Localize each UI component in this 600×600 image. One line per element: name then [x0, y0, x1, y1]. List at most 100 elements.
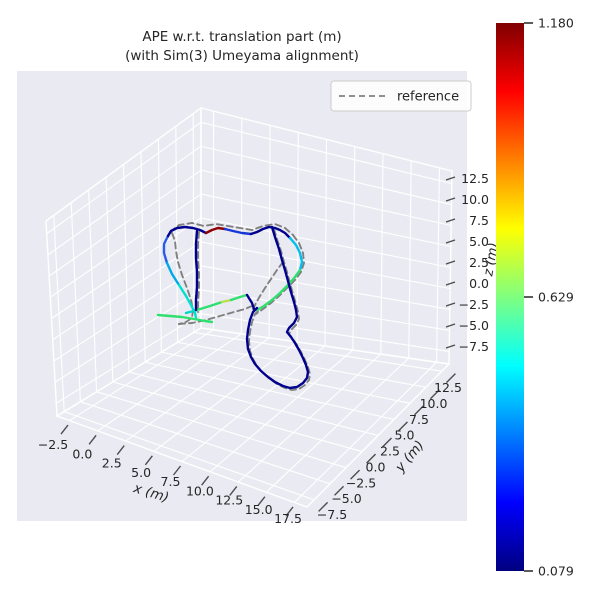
z-tick-label: −5.0 — [459, 318, 489, 333]
grid-line — [193, 331, 442, 372]
z-tick-label: 2.5 — [469, 255, 489, 270]
y-tick-label: 5.0 — [395, 428, 415, 443]
x-tick-label: 17.5 — [274, 511, 302, 526]
z-tick-mark — [445, 344, 456, 349]
grid-lines — [45, 106, 453, 508]
y-tick-label: −7.5 — [317, 507, 347, 522]
grid-line — [96, 391, 347, 469]
y-tick-mark — [350, 469, 361, 480]
y-tick-mark — [445, 373, 456, 384]
reference-path — [169, 222, 294, 236]
estimate-path-segment — [245, 293, 256, 311]
colorbar-ticks — [524, 22, 533, 572]
z-tick-label: 0.0 — [469, 276, 489, 291]
y-tick-label: 0.0 — [366, 459, 386, 474]
estimate-path-segment — [177, 283, 198, 320]
estimate-path-segment — [156, 313, 214, 324]
x-tick-mark — [201, 475, 210, 486]
z-tick-mark — [445, 239, 456, 244]
x-tick-label: 5.0 — [131, 465, 151, 480]
x-tick-label: 12.5 — [215, 493, 243, 508]
colorbar-min-label: 0.079 — [538, 564, 574, 579]
z-tick-label: −2.5 — [459, 297, 489, 312]
grid-line — [112, 381, 363, 453]
grid-line — [380, 153, 384, 355]
estimate-path-segment — [255, 268, 302, 312]
x-tick-label: 15.0 — [245, 502, 273, 517]
y-tick-label: 2.5 — [380, 444, 400, 459]
reference-path — [255, 234, 305, 315]
grid-line — [161, 351, 411, 404]
grid-line — [70, 202, 81, 402]
reference-path — [248, 228, 311, 391]
estimate-path-segment — [220, 298, 233, 304]
grid-line — [145, 361, 395, 420]
x-tick-mark — [257, 496, 266, 507]
z-tick-label: 7.5 — [469, 213, 489, 228]
estimate-path-segment — [223, 227, 253, 236]
colorbar-mid-label: 0.629 — [538, 290, 574, 305]
estimate-path-segment — [165, 261, 181, 287]
axis-ticks: −2.50.02.55.07.510.012.515.017.5 −7.5−5.0… — [38, 171, 489, 526]
y-tick-mark — [382, 437, 392, 448]
grid-line — [105, 177, 114, 382]
estimate-path-segment — [195, 300, 224, 312]
y-tick-label: −2.5 — [346, 475, 376, 490]
y-tick-mark — [429, 389, 440, 400]
estimate-path-segment — [229, 293, 249, 302]
grid-line — [128, 371, 379, 437]
z-tick-label: 5.0 — [469, 234, 489, 249]
y-tick-mark — [334, 485, 345, 496]
z-tick-mark — [445, 260, 456, 265]
x-tick-mark — [144, 455, 153, 466]
reference-trajectory — [169, 222, 311, 391]
z-tick-label: −7.5 — [459, 339, 489, 354]
grid-line — [408, 160, 412, 359]
reference-path — [252, 261, 284, 310]
title-line-1: APE w.r.t. translation part (m) — [142, 29, 342, 45]
estimate-path-segment — [162, 234, 170, 265]
x-tick-label: 7.5 — [161, 474, 181, 489]
estimate-path-segment — [245, 225, 310, 390]
legend-item-label: reference — [397, 90, 459, 105]
grid-line — [122, 164, 130, 373]
legend: reference — [330, 80, 472, 112]
z-tick-label: 10.0 — [461, 192, 489, 207]
legend-box — [330, 80, 472, 112]
grid-line — [64, 411, 315, 501]
x-tick-label: −2.5 — [38, 437, 68, 452]
estimate-path-segment — [194, 229, 199, 312]
y-tick-label: 7.5 — [409, 412, 429, 427]
title-line-2: (with Sim(3) Umeyama alignment) — [125, 48, 359, 64]
grid-line — [324, 139, 328, 347]
x-tick-label: 2.5 — [102, 456, 122, 471]
y-tick-label: 10.0 — [420, 396, 448, 411]
reference-path — [178, 305, 253, 325]
grid-line — [80, 401, 331, 485]
grid-line — [175, 126, 179, 343]
z-tick-mark — [445, 281, 456, 286]
colorbar: 1.180 0.629 0.079 — [496, 16, 574, 579]
x-tick-mark — [229, 486, 238, 496]
y-tick-mark — [397, 421, 408, 432]
z-tick-mark — [445, 197, 456, 202]
colorbar-gradient — [496, 23, 524, 571]
x-tick-mark — [116, 445, 125, 455]
grid-line — [88, 189, 98, 392]
z-tick-label: 12.5 — [461, 171, 489, 186]
z-tick-mark — [445, 323, 456, 328]
estimate-path-segment — [288, 236, 304, 272]
grid-line — [436, 167, 440, 363]
y-tick-mark — [413, 405, 424, 416]
estimate-path-segment — [204, 226, 227, 235]
x-tick-label: 10.0 — [186, 483, 214, 498]
grid-line — [157, 139, 162, 353]
grid-line — [53, 215, 65, 412]
reference-path — [197, 231, 200, 313]
x-tick-mark — [88, 434, 97, 445]
colorbar-max-label: 1.180 — [538, 16, 574, 31]
estimated-trajectory — [156, 225, 310, 390]
x-tick-mark — [172, 465, 182, 476]
